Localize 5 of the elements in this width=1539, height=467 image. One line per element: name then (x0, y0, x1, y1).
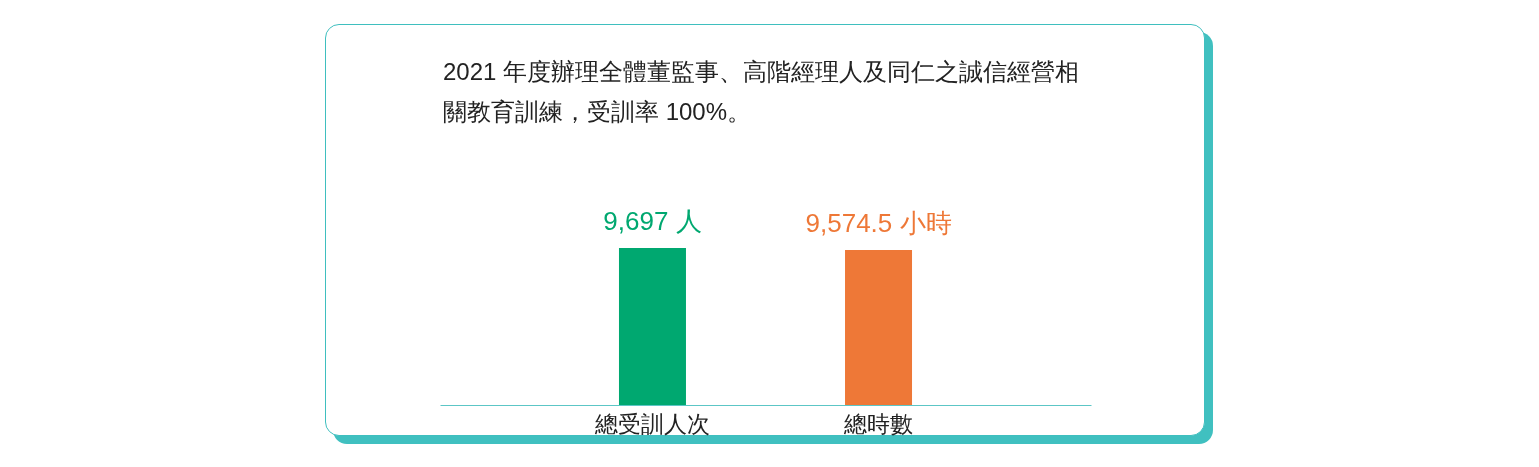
data-label: 9,697 人 (603, 205, 702, 236)
x-tick-label: 總時數 (843, 410, 914, 437)
chart-title: 2021 年度辦理全體董監事、高階經理人及同仁之誠信經營相關教育訓練，受訓率 100%。 (443, 57, 1081, 127)
x-tick-label: 總受訓人次 (593, 410, 710, 437)
data-label: 9,574.5 小時 (805, 207, 952, 238)
